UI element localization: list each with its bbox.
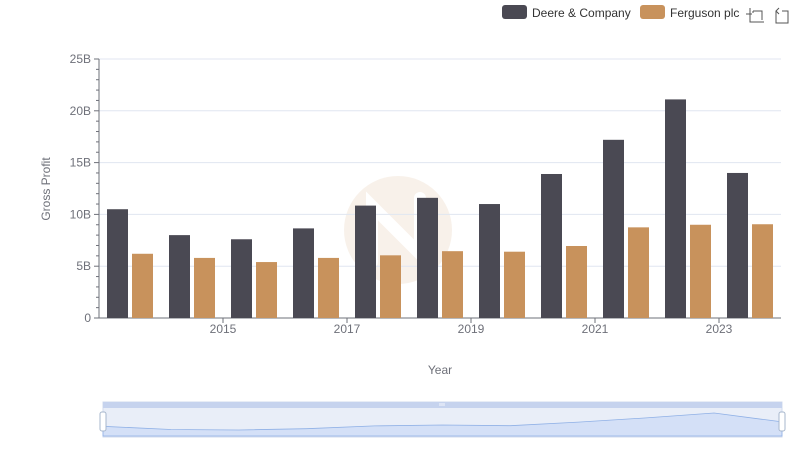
y-tick-labels: 0 5B 10B 15B 20B 25B: [70, 52, 92, 325]
y-tick-label: 20B: [70, 104, 91, 118]
bars: [107, 99, 773, 319]
bar-0-2019[interactable]: [417, 197, 438, 318]
x-tick-labels: 2015 2017 2019 2021 2023: [210, 322, 733, 336]
bar-0-2015[interactable]: [169, 235, 190, 318]
x-tick-label: 2023: [706, 322, 733, 336]
bar-0-2023[interactable]: [665, 99, 686, 319]
y-tick-label: 10B: [70, 207, 91, 221]
y-tick-label: 5B: [76, 259, 91, 273]
bar-1-2024[interactable]: [752, 224, 773, 318]
bar-0-2022[interactable]: [603, 139, 624, 318]
bar-0-2016[interactable]: [231, 239, 252, 318]
legend-label-ferguson: Ferguson plc: [670, 6, 739, 20]
x-tick-label: 2015: [210, 322, 237, 336]
slider-handle-right[interactable]: [778, 411, 786, 432]
slider-preview-area: [102, 412, 783, 437]
x-tick-label: 2017: [334, 322, 361, 336]
legend-item-ferguson[interactable]: Ferguson plc: [640, 5, 739, 20]
slider-selection: [103, 402, 782, 408]
bar-0-2018[interactable]: [355, 205, 376, 318]
bar-1-2021[interactable]: [566, 245, 587, 318]
bar-1-2019[interactable]: [442, 251, 463, 318]
zoom-icon[interactable]: [746, 8, 764, 23]
bar-0-2014[interactable]: [107, 209, 128, 318]
bar-0-2020[interactable]: [479, 204, 500, 318]
bar-1-2023[interactable]: [690, 224, 711, 318]
bar-1-2022[interactable]: [628, 227, 649, 318]
bar-1-2017[interactable]: [318, 257, 339, 318]
legend-label-deere: Deere & Company: [532, 6, 631, 20]
bar-1-2015[interactable]: [194, 257, 215, 318]
legend-swatch-ferguson: [640, 5, 665, 19]
legend-item-deere[interactable]: Deere & Company: [502, 5, 631, 20]
legend-swatch-deere: [502, 5, 527, 19]
y-tick-label: 25B: [70, 52, 91, 66]
y-tick-label: 15B: [70, 156, 91, 170]
bar-0-2024[interactable]: [727, 172, 748, 318]
x-tick-label: 2019: [458, 322, 485, 336]
slider-grip-icon: [439, 403, 445, 406]
legend: Deere & Company Ferguson plc: [502, 5, 739, 20]
y-tick-label: 0: [84, 311, 91, 325]
bar-1-2016[interactable]: [256, 262, 277, 318]
x-axis-title: Year: [428, 363, 452, 377]
bar-1-2018[interactable]: [380, 255, 401, 318]
restore-icon[interactable]: [775, 7, 789, 24]
bar-0-2017[interactable]: [293, 228, 314, 318]
bar-0-2021[interactable]: [541, 173, 562, 318]
bar-1-2014[interactable]: [132, 253, 153, 318]
slider-handle-left[interactable]: [99, 411, 107, 432]
x-tick-label: 2021: [582, 322, 609, 336]
y-axis-title: Gross Profit: [39, 157, 53, 221]
data-zoom-slider[interactable]: [99, 401, 786, 438]
bar-1-2020[interactable]: [504, 251, 525, 318]
